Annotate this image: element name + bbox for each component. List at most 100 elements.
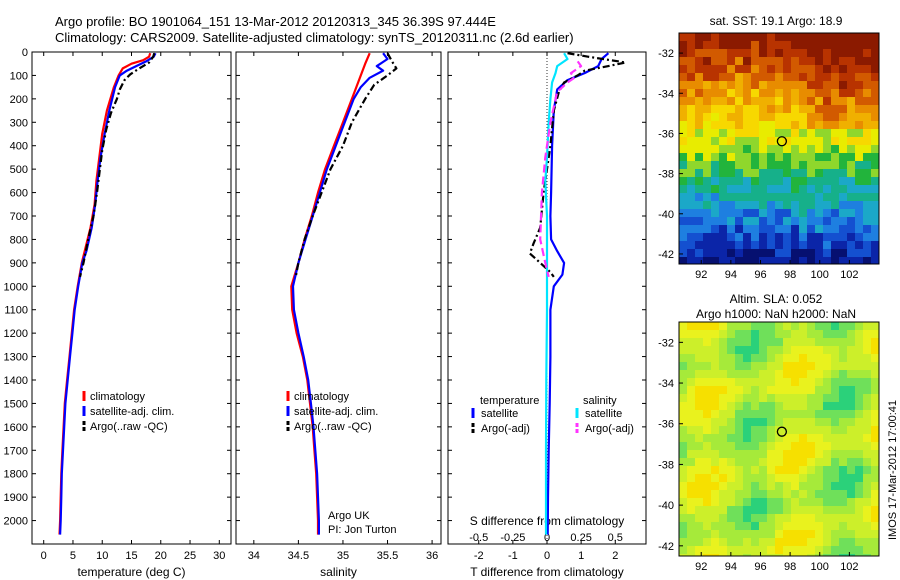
map-cell <box>807 346 816 355</box>
map-cell <box>815 530 824 539</box>
map-cell <box>751 257 760 266</box>
map-cell <box>711 121 720 130</box>
map-cell <box>703 41 712 50</box>
map-cell <box>695 498 704 507</box>
map-cell <box>823 121 832 130</box>
map-cell <box>791 153 800 162</box>
map-cell <box>863 522 872 531</box>
map-cell <box>695 201 704 210</box>
map-cell <box>687 161 696 170</box>
map-cell <box>815 538 824 547</box>
map-cell <box>727 450 736 459</box>
map-cell <box>775 185 784 194</box>
map-cell <box>847 418 856 427</box>
map-x-tick-label: 100 <box>811 561 829 573</box>
map-cell <box>751 177 760 186</box>
map-cell <box>679 225 688 234</box>
map-cell <box>759 482 768 491</box>
y-tick-label: 1800 <box>4 469 28 481</box>
x-tick-label: 34 <box>248 550 260 562</box>
argo-location-marker <box>776 136 788 147</box>
map-cell <box>831 121 840 130</box>
map-cell <box>799 322 808 331</box>
map-cell <box>751 193 760 202</box>
map-cell <box>871 89 880 98</box>
map-cell <box>855 434 864 443</box>
map-cell <box>823 434 832 443</box>
map-cell <box>775 378 784 387</box>
series-line-satellite <box>544 52 569 535</box>
map-cell <box>831 410 840 419</box>
map-cell <box>799 362 808 371</box>
map-cell <box>775 474 784 483</box>
map-cell <box>743 330 752 339</box>
map-cell <box>815 370 824 379</box>
map-cell <box>815 113 824 122</box>
map-cell <box>855 378 864 387</box>
map-cell <box>855 153 864 162</box>
map-cell <box>783 474 792 483</box>
map-cell <box>807 402 816 411</box>
map-cell <box>727 354 736 363</box>
map-cell <box>727 346 736 355</box>
map-cell <box>855 89 864 98</box>
map-cell <box>719 201 728 210</box>
map-cell <box>743 386 752 395</box>
map-cell <box>783 73 792 82</box>
map-cell <box>815 97 824 106</box>
map-cell <box>863 338 872 347</box>
map-cell <box>831 185 840 194</box>
map-cell <box>703 434 712 443</box>
map-cell <box>711 378 720 387</box>
map-cell <box>711 482 720 491</box>
map-cell <box>679 193 688 202</box>
map-cell <box>687 73 696 82</box>
map-cell <box>695 209 704 218</box>
map-cell <box>711 346 720 355</box>
map-cell <box>751 217 760 226</box>
figure-title-line-2: Climatology: CARS2009. Satellite-adjuste… <box>55 30 574 45</box>
map-cell <box>687 458 696 467</box>
map-cell <box>831 538 840 547</box>
map-cell <box>807 506 816 515</box>
map-cell <box>679 113 688 122</box>
map-x-tick-label: 94 <box>725 269 737 281</box>
map-cell <box>735 113 744 122</box>
map-cell <box>695 482 704 491</box>
map-cell <box>791 354 800 363</box>
map-cell <box>727 498 736 507</box>
map-cell <box>823 217 832 226</box>
map-cell <box>727 97 736 106</box>
map-cell <box>703 338 712 347</box>
map-cell <box>783 169 792 178</box>
map-cell <box>839 137 848 146</box>
y-tick-label: 1900 <box>4 492 28 504</box>
map-cell <box>735 394 744 403</box>
map-cell <box>823 145 832 154</box>
map-cell <box>743 193 752 202</box>
map-cell <box>847 137 856 146</box>
map-cell <box>863 546 872 555</box>
map-cell <box>687 506 696 515</box>
map-cell <box>863 33 872 42</box>
map-cell <box>823 362 832 371</box>
map-cell <box>783 442 792 451</box>
map-cell <box>767 33 776 42</box>
x-tick-label: -1 <box>508 550 518 562</box>
map-cell <box>799 49 808 58</box>
map-cell <box>791 129 800 138</box>
map-cell <box>727 522 736 531</box>
map-cell <box>855 546 864 555</box>
map-cell <box>711 65 720 74</box>
map-cell <box>687 546 696 555</box>
map-cell <box>759 386 768 395</box>
map-cell <box>815 418 824 427</box>
map-cell <box>695 450 704 459</box>
map-cell <box>791 81 800 90</box>
map-cell <box>791 217 800 226</box>
map-cell <box>727 193 736 202</box>
map-cell <box>807 225 816 234</box>
map-cell <box>695 105 704 114</box>
map-cell <box>775 73 784 82</box>
map-cell <box>847 458 856 467</box>
